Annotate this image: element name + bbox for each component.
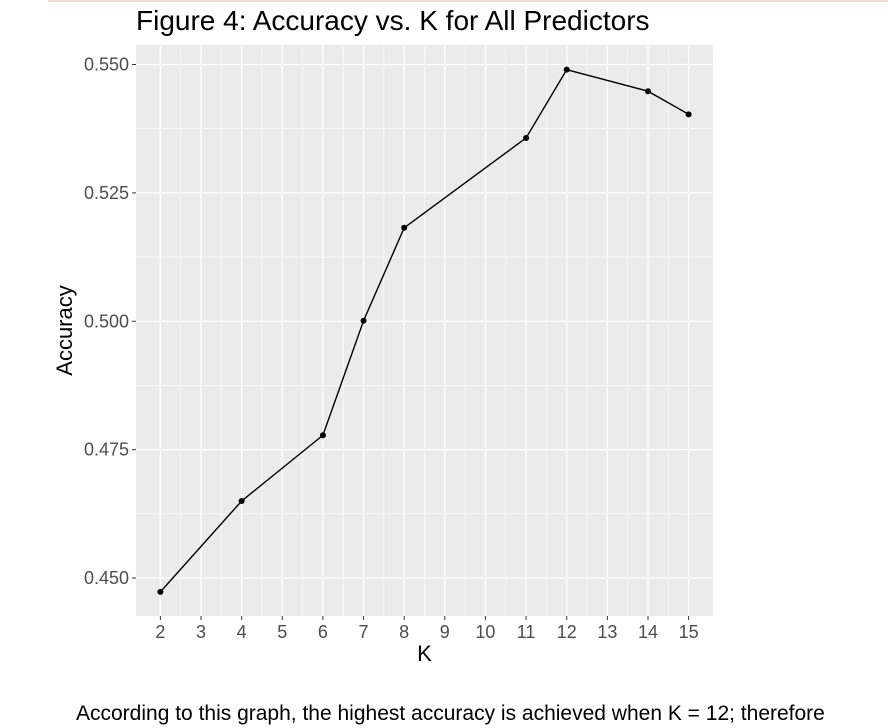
data-point — [157, 588, 164, 595]
x-tick-label: 12 — [557, 622, 577, 642]
data-points — [157, 66, 692, 595]
x-tick-label: 3 — [196, 622, 206, 642]
x-tick-label: 4 — [237, 622, 247, 642]
major-gridlines — [136, 45, 713, 616]
x-tick-label: 13 — [597, 622, 617, 642]
data-point — [685, 111, 692, 118]
data-point — [360, 317, 367, 324]
chart-title: Figure 4: Accuracy vs. K for All Predict… — [136, 5, 650, 36]
y-tick-label: 0.550 — [84, 55, 129, 75]
x-tick-label: 2 — [155, 622, 165, 642]
x-axis-ticks: 2 3 4 5 6 7 8 9 10 11 12 13 14 15 — [155, 616, 699, 642]
x-tick-label: 15 — [679, 622, 699, 642]
minor-gridlines — [136, 45, 713, 643]
data-point — [401, 224, 408, 231]
y-axis-title: Accuracy — [52, 285, 77, 375]
caption-text: According to this graph, the highest acc… — [76, 702, 825, 725]
x-tick-label: 9 — [440, 622, 450, 642]
x-tick-label: 14 — [638, 622, 658, 642]
y-tick-label: 0.525 — [84, 183, 129, 203]
accuracy-line-chart: Figure 4: Accuracy vs. K for All Predict… — [52, 5, 713, 666]
data-point — [523, 134, 530, 141]
data-point — [644, 88, 651, 95]
x-axis-title: K — [417, 641, 432, 666]
x-tick-label: 5 — [277, 622, 287, 642]
data-point — [563, 66, 570, 73]
y-tick-label: 0.450 — [84, 568, 129, 588]
y-axis-ticks: 0.450 0.475 0.500 0.525 0.550 — [84, 55, 136, 588]
y-tick-label: 0.475 — [84, 440, 129, 460]
data-point — [238, 497, 245, 504]
data-point — [319, 432, 326, 439]
x-tick-label: 8 — [399, 622, 409, 642]
y-tick-label: 0.500 — [84, 311, 129, 331]
top-divider — [48, 0, 888, 2]
x-tick-label: 7 — [359, 622, 369, 642]
x-tick-label: 11 — [517, 622, 536, 642]
x-tick-label: 10 — [475, 622, 495, 642]
x-tick-label: 6 — [318, 622, 328, 642]
